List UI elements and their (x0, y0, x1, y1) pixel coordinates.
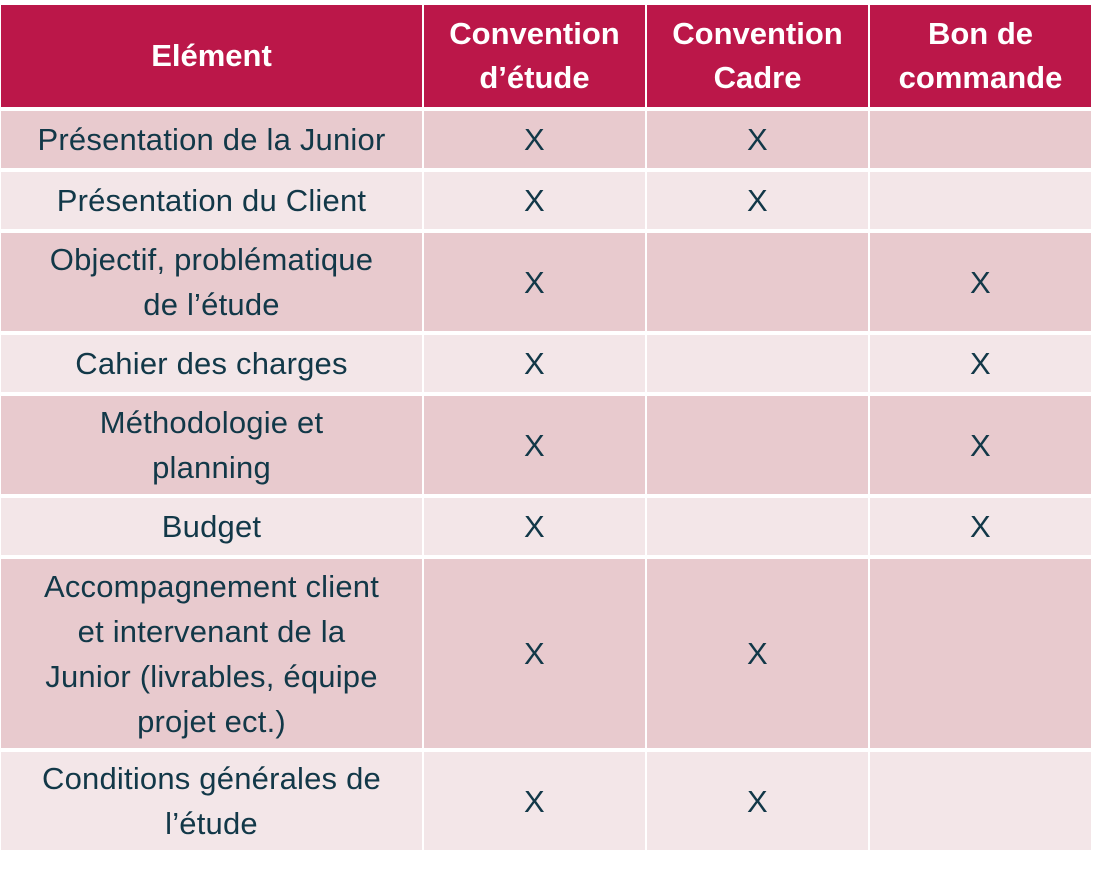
row-5-element-label: Méthodologie et planning (100, 400, 324, 490)
row-6-etude-mark: X (524, 504, 545, 549)
header-convention-cadre: Convention Cadre (647, 5, 868, 107)
row-7-element: Accompagnement client et intervenant de l… (1, 559, 422, 748)
row-1-cadre-mark: X (747, 117, 768, 162)
row-8-element-label: Conditions générales de l’étude (42, 756, 381, 846)
header-element: Elément (1, 5, 422, 107)
row-8-commande (870, 752, 1091, 850)
row-3-element: Objectif, problématique de l’étude (1, 233, 422, 331)
row-5-element: Méthodologie et planning (1, 396, 422, 494)
row-6-commande-mark: X (970, 504, 991, 549)
header-element-label: Elément (151, 34, 272, 78)
row-4-element: Cahier des charges (1, 335, 422, 392)
row-3-etude-mark: X (524, 260, 545, 305)
row-2-etude-mark: X (524, 178, 545, 223)
row-8-etude: X (424, 752, 645, 850)
row-7-element-label: Accompagnement client et intervenant de l… (44, 564, 379, 744)
row-1-etude-mark: X (524, 117, 545, 162)
row-8-cadre: X (647, 752, 868, 850)
row-6-element-label: Budget (162, 504, 261, 549)
row-1-commande (870, 111, 1091, 168)
row-2-commande (870, 172, 1091, 229)
row-3-cadre (647, 233, 868, 331)
row-1-element-label: Présentation de la Junior (38, 117, 386, 162)
row-5-etude-mark: X (524, 423, 545, 468)
row-8-cadre-mark: X (747, 779, 768, 824)
row-5-cadre (647, 396, 868, 494)
row-5-etude: X (424, 396, 645, 494)
row-7-cadre: X (647, 559, 868, 748)
header-convention-cadre-label: Convention Cadre (672, 12, 843, 100)
row-5-commande-mark: X (970, 423, 991, 468)
header-convention-etude-label: Convention d’étude (449, 12, 620, 100)
row-4-etude: X (424, 335, 645, 392)
header-convention-etude: Convention d’étude (424, 5, 645, 107)
row-2-element-label: Présentation du Client (57, 178, 366, 223)
row-8-etude-mark: X (524, 779, 545, 824)
header-bon-de-commande: Bon de commande (870, 5, 1091, 107)
row-6-commande: X (870, 498, 1091, 555)
row-6-cadre (647, 498, 868, 555)
row-1-cadre: X (647, 111, 868, 168)
row-1-etude: X (424, 111, 645, 168)
row-3-element-label: Objectif, problématique de l’étude (50, 237, 373, 327)
row-7-etude-mark: X (524, 631, 545, 676)
row-2-element: Présentation du Client (1, 172, 422, 229)
row-6-element: Budget (1, 498, 422, 555)
row-4-commande: X (870, 335, 1091, 392)
row-4-cadre (647, 335, 868, 392)
header-bon-de-commande-label: Bon de commande (899, 12, 1063, 100)
row-2-etude: X (424, 172, 645, 229)
row-7-etude: X (424, 559, 645, 748)
comparison-table: Elément Convention d’étude Convention Cadr… (1, 5, 1091, 850)
row-4-etude-mark: X (524, 341, 545, 386)
row-1-element: Présentation de la Junior (1, 111, 422, 168)
row-2-cadre-mark: X (747, 178, 768, 223)
row-3-commande: X (870, 233, 1091, 331)
row-3-etude: X (424, 233, 645, 331)
row-5-commande: X (870, 396, 1091, 494)
row-8-element: Conditions générales de l’étude (1, 752, 422, 850)
row-4-commande-mark: X (970, 341, 991, 386)
row-4-element-label: Cahier des charges (75, 341, 347, 386)
row-7-commande (870, 559, 1091, 748)
row-6-etude: X (424, 498, 645, 555)
row-2-cadre: X (647, 172, 868, 229)
row-3-commande-mark: X (970, 260, 991, 305)
row-7-cadre-mark: X (747, 631, 768, 676)
